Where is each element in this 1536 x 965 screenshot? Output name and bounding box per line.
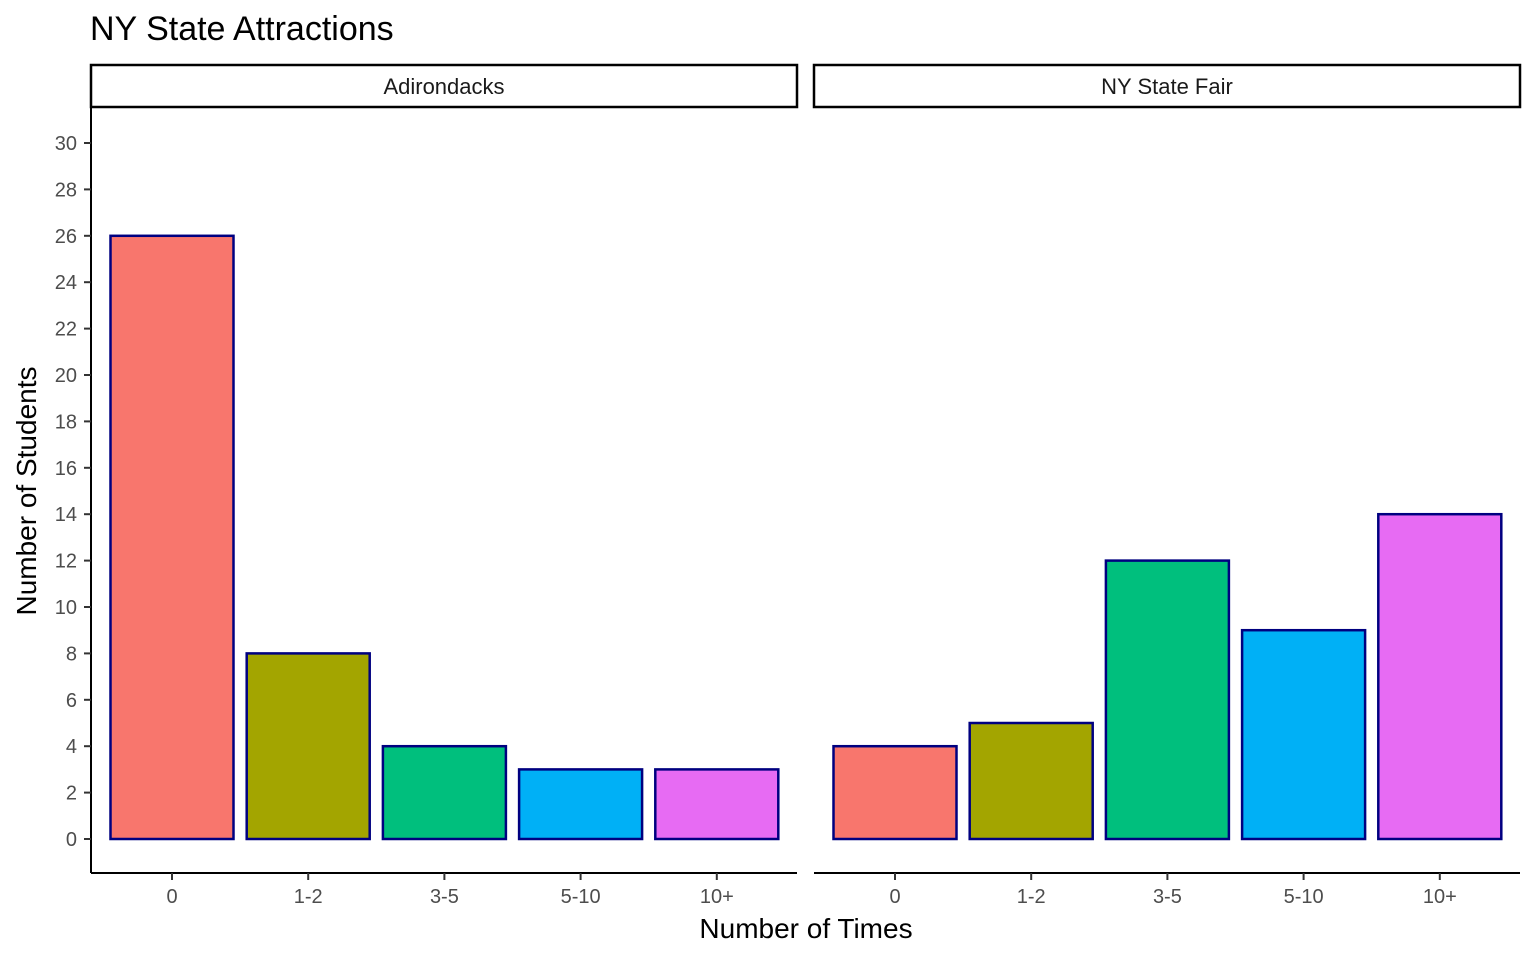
y-tick-label: 14 — [55, 504, 77, 526]
y-tick-label: 4 — [66, 736, 77, 758]
bar — [245, 652, 371, 841]
x-tick-label: 1-2 — [1017, 886, 1046, 908]
facet-panel: NY State Fair 0 1-2 3-5 5-10 10+ — [812, 63, 1522, 908]
y-tick-label: 22 — [55, 319, 77, 341]
bar — [109, 234, 235, 841]
x-tick-label: 5-10 — [1284, 886, 1324, 908]
y-tick-label: 2 — [66, 783, 77, 805]
y-tick-label: 6 — [66, 690, 77, 712]
bar — [1240, 628, 1367, 841]
y-tick-label: 16 — [55, 458, 77, 480]
facet-strip-label: Adirondacks — [383, 74, 504, 99]
facet-strip — [812, 63, 1522, 109]
x-tick-label: 0 — [166, 886, 177, 908]
facet-strip-label: NY State Fair — [1101, 74, 1233, 99]
facet-strip — [89, 63, 799, 109]
x-axis-label: Number of Times — [699, 913, 912, 944]
x-tick-label: 0 — [889, 886, 900, 908]
y-tick-label: 10 — [55, 597, 77, 619]
bar — [381, 744, 508, 841]
x-tick-label: 1-2 — [294, 886, 323, 908]
x-tick-label: 3-5 — [1153, 886, 1182, 908]
bar — [1377, 512, 1503, 841]
bar — [1104, 559, 1231, 841]
y-tick-label: 26 — [55, 226, 77, 248]
x-tick-label: 10+ — [700, 886, 734, 908]
y-tick-label: 30 — [55, 133, 77, 155]
y-tick-label: 0 — [66, 829, 77, 851]
y-axis-label: Number of Students — [11, 366, 42, 615]
chart-title: NY State Attractions — [90, 10, 394, 48]
bar — [832, 744, 958, 841]
bar — [968, 721, 1094, 841]
y-tick-label: 24 — [55, 272, 77, 294]
y-tick-label: 28 — [55, 179, 77, 201]
y-tick-label: 8 — [66, 643, 77, 665]
y-tick-label: 20 — [55, 365, 77, 387]
x-tick-label: 5-10 — [561, 886, 601, 908]
x-tick-label: 3-5 — [430, 886, 459, 908]
y-tick-label: 12 — [55, 551, 77, 573]
x-tick-label: 10+ — [1423, 886, 1457, 908]
y-tick-label: 18 — [55, 411, 77, 433]
bar — [517, 768, 644, 841]
bar — [654, 768, 780, 841]
